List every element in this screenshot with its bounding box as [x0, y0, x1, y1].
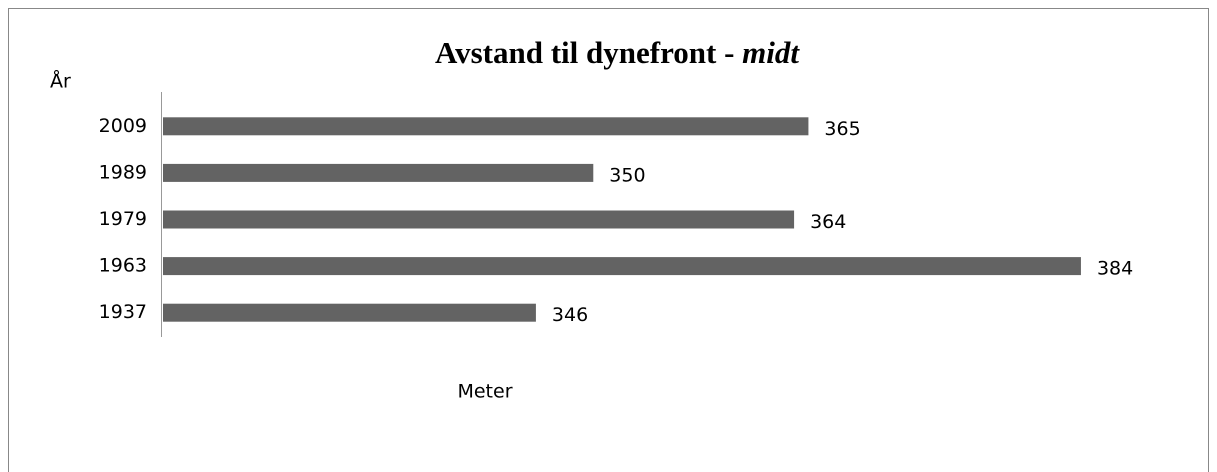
x-axis-label: Meter [457, 381, 512, 403]
y-axis-label: År [50, 70, 71, 93]
bar [163, 303, 536, 322]
data-label: 364 [810, 211, 846, 233]
data-label: 384 [1097, 258, 1133, 280]
data-label: 365 [824, 118, 860, 140]
y-tick-label: 2009 [99, 115, 147, 137]
y-tick-label: 1937 [99, 301, 147, 323]
chart-border [8, 8, 1209, 472]
chart-title: Avstand til dynefront - midt [435, 35, 800, 70]
y-tick-label: 1989 [99, 161, 147, 183]
bar [163, 257, 1081, 276]
y-tick-label: 1979 [99, 208, 147, 230]
title-main: Avstand til dynefront - [435, 35, 734, 70]
title-emphasis: midt [742, 35, 800, 70]
data-label: 350 [609, 164, 645, 186]
bar [163, 117, 809, 136]
data-label: 346 [552, 304, 588, 326]
bar [163, 210, 795, 229]
bar [163, 163, 594, 182]
y-tick-label: 1963 [99, 255, 147, 277]
